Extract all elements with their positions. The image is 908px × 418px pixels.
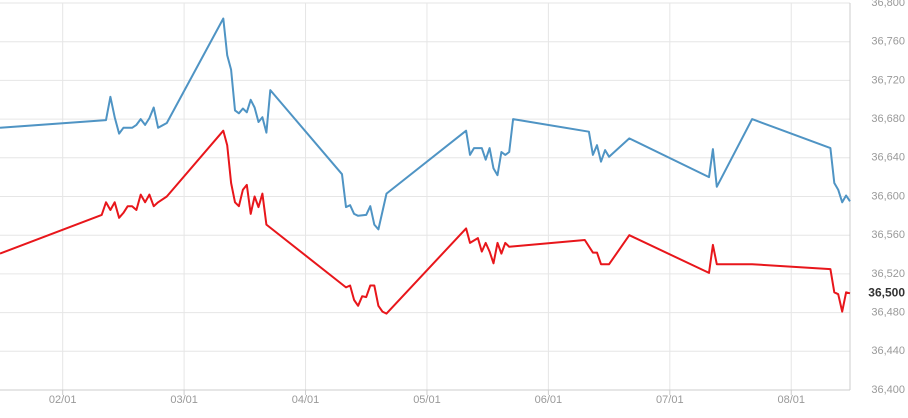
- x-tick-label: 05/01: [413, 394, 441, 406]
- y-tick-label: 36,760: [871, 36, 905, 48]
- y-tick-label: 36,400: [871, 384, 905, 396]
- x-tick-label: 06/01: [535, 394, 563, 406]
- series-line: [0, 17, 851, 231]
- y-tick-label: 36,480: [871, 307, 905, 319]
- y-tick-label: 36,600: [871, 190, 905, 202]
- y-tick-label: 36,720: [871, 74, 905, 86]
- y-tick-label: 36,560: [871, 229, 905, 241]
- value-label: 36,500: [868, 285, 905, 299]
- y-tick-label: 36,440: [871, 345, 905, 357]
- x-tick-label: 02/01: [49, 394, 77, 406]
- series-line: [0, 129, 851, 315]
- y-tick-label: 36,520: [871, 268, 905, 280]
- x-tick-label: 04/01: [292, 394, 320, 406]
- x-tick-label: 07/01: [656, 394, 684, 406]
- x-tick-label: 03/01: [170, 394, 198, 406]
- x-tick-label: 08/01: [777, 394, 805, 406]
- y-tick-label: 36,640: [871, 152, 905, 164]
- y-tick-label: 36,680: [871, 113, 905, 125]
- y-tick-label: 36,800: [871, 0, 905, 9]
